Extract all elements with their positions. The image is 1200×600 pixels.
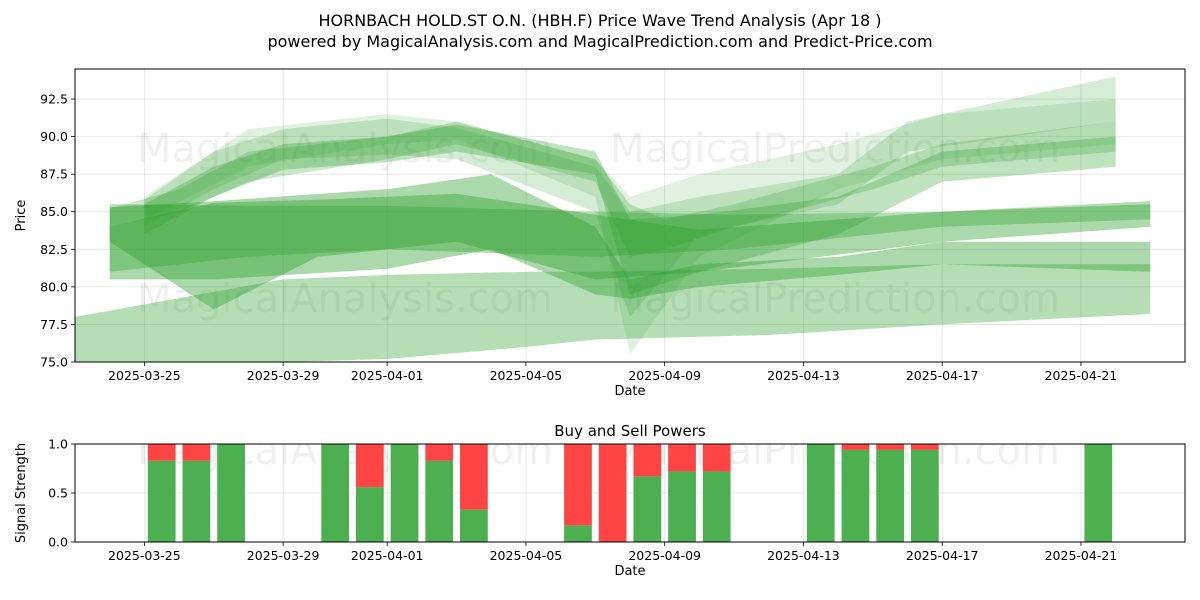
wave-band-1	[109, 193, 1151, 310]
price-xlabel: Date	[614, 384, 645, 399]
price-xtick-label-7: 2025-04-21	[1045, 368, 1118, 383]
buy-bar-5	[390, 444, 419, 542]
sell-bar-6	[425, 444, 454, 461]
price-xtick-label-1: 2025-03-29	[247, 368, 320, 383]
sell-bar-7	[460, 444, 488, 510]
buy-bar-0	[147, 460, 176, 542]
signal-xtick-label-5: 2025-04-13	[767, 548, 840, 563]
buy-bar-4	[355, 487, 384, 542]
signal-xtick-label-3: 2025-04-05	[490, 548, 563, 563]
buy-bar-11	[668, 471, 696, 542]
price-plot-area: MagicalAnalysis.com MagicalPrediction.com…	[75, 69, 1185, 362]
buy-bar-3	[321, 444, 350, 542]
price-xtick-label-5: 2025-04-13	[767, 368, 840, 383]
price-ytick-label-2: 80.0	[40, 279, 68, 294]
signal-xtick-label-6: 2025-04-17	[906, 548, 979, 563]
wave-band-3	[75, 264, 1151, 362]
price-ytick-label-4: 85.0	[40, 204, 68, 219]
signal-ytick-label-0: 0.0	[48, 535, 68, 550]
signal-title: Buy and Sell Powers	[554, 422, 706, 440]
signal-xtick-label-0: 2025-03-25	[108, 548, 181, 563]
wave-band-4	[144, 124, 1116, 295]
price-ytick-label-0: 75.0	[40, 355, 68, 370]
buy-bar-7	[460, 509, 488, 542]
price-frame	[74, 68, 1186, 363]
price-xtick-label-3: 2025-04-05	[490, 368, 563, 383]
signal-xtick-label-1: 2025-03-29	[247, 548, 320, 563]
wave-band-7	[109, 121, 1116, 257]
wave-band-0	[109, 201, 1151, 272]
price-xtick-label-6: 2025-04-17	[906, 368, 979, 383]
sell-bar-16	[910, 444, 939, 450]
buy-bar-13	[806, 444, 835, 542]
watermark-2: MagicalAnalysis.com	[137, 276, 553, 322]
sell-bar-8	[564, 444, 592, 526]
signal-xlabel: Date	[614, 564, 645, 579]
buy-bar-14	[841, 449, 870, 542]
buy-bar-16	[910, 449, 939, 542]
signal-ylabel: Signal Strength	[14, 443, 29, 543]
buy-bar-1	[182, 460, 211, 542]
chart-subtitle: powered by MagicalAnalysis.com and Magic…	[267, 32, 932, 51]
signal-xtick-label-7: 2025-04-21	[1045, 548, 1118, 563]
signal-ytick-label-1: 0.5	[48, 486, 68, 501]
price-ytick-label-7: 92.5	[40, 92, 68, 107]
sell-bar-10	[633, 444, 662, 477]
sell-bar-1	[182, 444, 211, 461]
buy-bar-2	[217, 444, 245, 542]
sell-bar-0	[147, 444, 176, 461]
price-ytick-label-3: 82.5	[40, 242, 68, 257]
buy-bar-10	[633, 476, 662, 542]
sell-bar-11	[668, 444, 696, 472]
sell-bar-12	[702, 444, 731, 472]
signal-xtick-label-2: 2025-04-01	[351, 548, 424, 563]
wave-band-2	[109, 174, 1151, 299]
sell-bar-4	[355, 444, 384, 488]
price-xtick-label-0: 2025-03-25	[108, 368, 181, 383]
price-ytick-label-6: 90.0	[40, 129, 68, 144]
buy-bar-6	[425, 460, 454, 542]
wave-band-5	[144, 76, 1116, 317]
buy-bar-15	[876, 449, 905, 542]
price-xtick-label-4: 2025-04-09	[628, 368, 701, 383]
wave-band-6	[144, 99, 1116, 355]
sell-bar-9	[598, 444, 627, 542]
chart-title: HORNBACH HOLD.ST O.N. (HBH.F) Price Wave…	[318, 11, 881, 30]
sell-bar-15	[876, 444, 905, 450]
signal-ytick-label-2: 1.0	[48, 437, 68, 452]
watermark-0: MagicalAnalysis.com	[137, 126, 553, 172]
price-ytick-label-1: 77.5	[40, 317, 68, 332]
buy-bar-17	[1084, 444, 1113, 542]
price-xtick-label-2: 2025-04-01	[351, 368, 424, 383]
price-ytick-label-5: 87.5	[40, 167, 68, 182]
buy-bar-12	[702, 471, 731, 542]
price-ylabel: Price	[14, 200, 29, 232]
sell-bar-14	[841, 444, 870, 450]
watermark-1: MagicalPrediction.com	[610, 126, 1060, 172]
buy-bar-8	[564, 525, 592, 542]
watermark-3: MagicalPrediction.com	[610, 276, 1060, 322]
signal-xtick-label-4: 2025-04-09	[628, 548, 701, 563]
